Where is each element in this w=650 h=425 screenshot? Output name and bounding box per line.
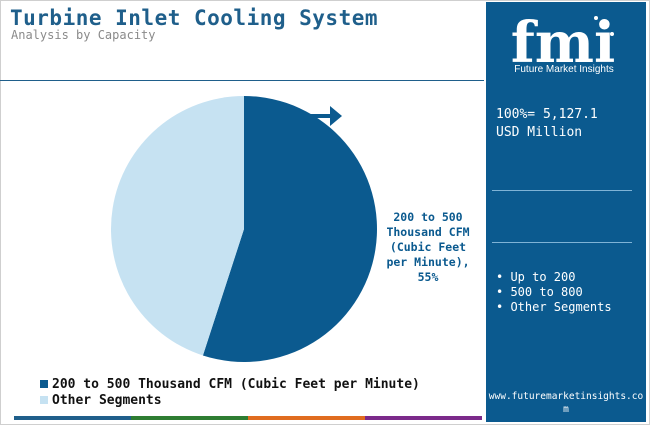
pie-slice-200-to-500 [202,96,377,362]
pie-data-label-line: Thousand CFM [386,225,470,239]
chart-legend: 200 to 500 Thousand CFM (Cubic Feet per … [40,376,420,408]
pie-chart [110,96,377,362]
bottom-bar-segment [14,416,131,420]
other-segments-list: • Up to 200 • 500 to 800 • Other Segment… [496,270,612,315]
website-line: m [563,404,569,415]
pie-data-label-line: 200 to 500 [393,210,463,224]
website-url: www.futuremarketinsights.co m [486,390,646,416]
chart-title: Turbine Inlet Cooling System [10,6,379,30]
legend-swatch [40,396,48,404]
logo-text: fmi [511,10,616,76]
fmi-logo: fmi [511,10,616,76]
bottom-bar-segment [131,416,248,420]
bottom-bar-segment [365,416,482,420]
chart-subtitle: Analysis by Capacity [11,28,156,42]
segment-item: • Up to 200 [496,270,576,284]
sidebar-divider [492,190,632,191]
market-total-unit: USD Million [496,125,583,140]
pie-data-label-line: per Minute), [386,255,470,269]
bottom-bar-segment [248,416,365,420]
segment-item: • 500 to 800 [496,285,583,299]
segment-item: • Other Segments [496,300,612,314]
pie-slice-other-segments [110,96,244,356]
legend-item: 200 to 500 Thousand CFM (Cubic Feet per … [40,376,420,392]
legend-label: Other Segments [52,392,162,408]
right-arrow-icon [306,106,342,126]
legend-item: Other Segments [40,392,420,408]
pie-data-label-line: 55% [417,270,439,284]
legend-swatch [40,380,48,388]
market-total: 100%= 5,127.1 USD Million [496,106,641,142]
header-divider [0,80,484,81]
logo-subtitle: Future Market Insights [514,64,614,75]
info-sidebar: fmi Future Market Insights 100%= 5,127.1… [486,2,646,422]
bottom-color-bar [14,416,482,420]
sidebar-divider [492,242,632,243]
website-line: www.futuremarketinsights.co [488,391,644,402]
market-total-value: 100%= 5,127.1 [496,107,598,122]
pie-slices [110,96,377,362]
pie-data-label-line: (Cubic Feet [389,240,467,254]
legend-label: 200 to 500 Thousand CFM (Cubic Feet per … [52,376,420,392]
pie-data-label: 200 to 500 Thousand CFM (Cubic Feet per … [374,210,482,285]
